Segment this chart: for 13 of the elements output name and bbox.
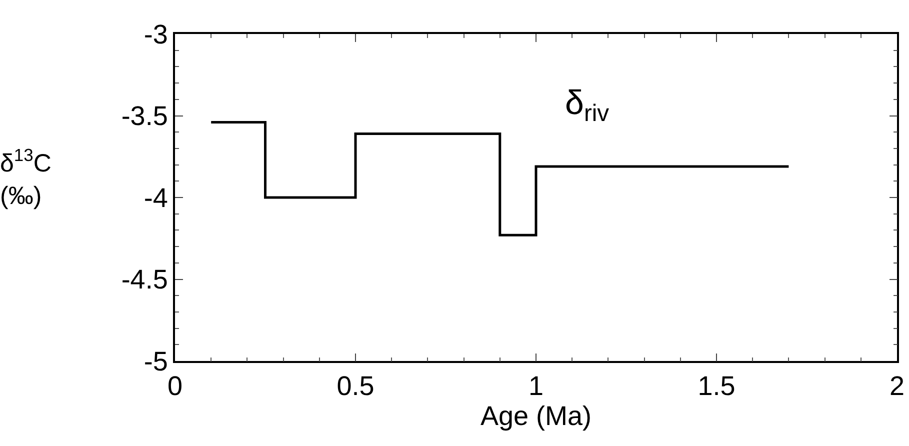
y-tick-label: -4.5 <box>121 264 168 295</box>
y-tick-label: -3 <box>144 19 168 50</box>
y-tick-label: -4 <box>144 182 168 213</box>
x-tick-label: 2 <box>889 371 905 402</box>
y-tick-label: -5 <box>144 346 168 376</box>
x-tick-label: 1 <box>528 371 544 402</box>
x-axis-title: Age (Ma) <box>480 401 592 432</box>
y-axis-title: δ$^{13}$C (‰) <box>0 145 52 210</box>
x-tick-label: 1.5 <box>698 371 736 402</box>
x-tick-label: 0 <box>167 371 183 402</box>
y-tick-label: -3.5 <box>121 101 168 132</box>
x-tick-label: 0.5 <box>336 371 374 402</box>
series-label: δ$_{riv}$ <box>565 84 610 128</box>
